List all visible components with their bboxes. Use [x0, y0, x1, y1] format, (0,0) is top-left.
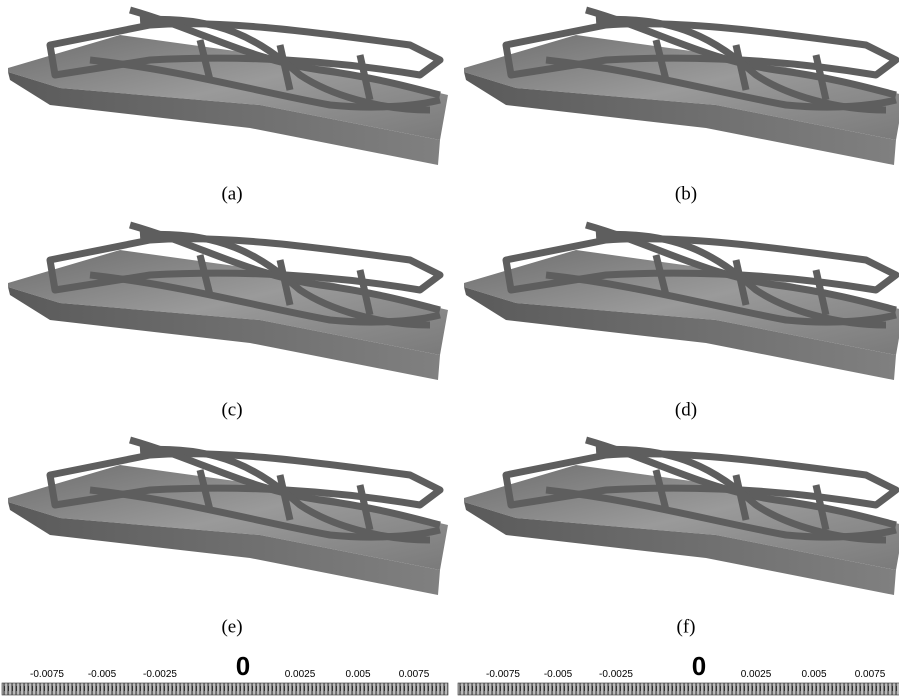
tick-label: 0.005	[345, 669, 370, 680]
caption: (c)	[221, 399, 242, 420]
caption: (e)	[221, 616, 242, 637]
tick-label: 0	[692, 651, 706, 681]
panel-grid: (a) (b) (c) (d) (e) (f)	[8, 10, 899, 637]
tick-label: 0.0075	[399, 669, 430, 680]
tick-label: 0.0025	[285, 669, 316, 680]
caption: (b)	[675, 183, 697, 204]
colorbars: -0.0075 -0.005 -0.0025 0 0.0025 0.005 0.0075 -0…	[1, 651, 899, 696]
tick-label: -0.005	[544, 669, 573, 680]
rendering	[8, 440, 448, 595]
rendering	[464, 225, 899, 380]
tick-label: 0.0075	[855, 669, 886, 680]
rendering	[464, 440, 899, 595]
colorbar	[1, 682, 449, 696]
tick-label: 0.005	[801, 669, 826, 680]
rendering	[8, 225, 448, 380]
tick-label: -0.0075	[486, 669, 520, 680]
tick-label: 0.0025	[741, 669, 772, 680]
rendering	[464, 10, 899, 165]
tick-label: 0	[236, 651, 250, 681]
tick-label: -0.0075	[30, 669, 64, 680]
rendering	[8, 10, 448, 165]
tick-label: -0.0025	[143, 669, 177, 680]
colorbar	[457, 682, 899, 696]
caption: (a)	[221, 183, 242, 204]
caption: (d)	[675, 399, 697, 420]
tick-label: -0.0025	[599, 669, 633, 680]
tick-label: -0.005	[88, 669, 117, 680]
caption: (f)	[677, 616, 696, 637]
